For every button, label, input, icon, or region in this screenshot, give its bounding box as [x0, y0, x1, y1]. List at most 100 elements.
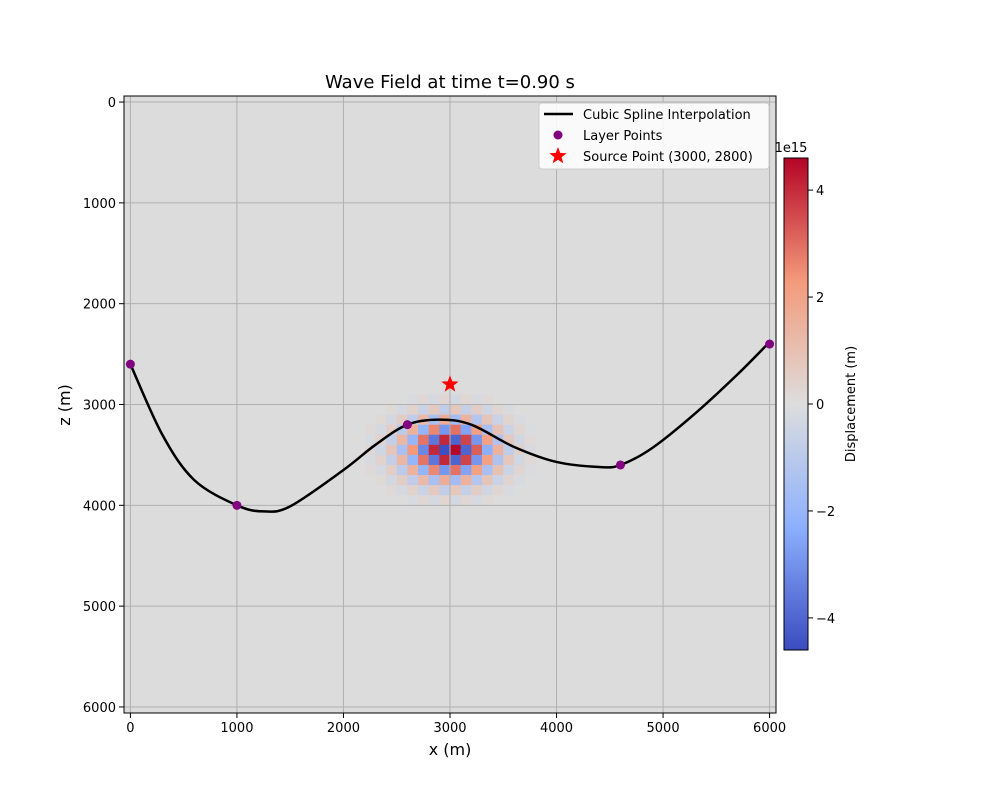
heatmap-cell — [450, 464, 461, 476]
heatmap-cell — [375, 414, 387, 425]
colorbar: 1e15 Displacement (m) −4 −2 0 2 4 — [775, 141, 859, 651]
heatmap-cell — [396, 434, 408, 446]
heatmap-cell — [407, 414, 419, 425]
heatmap-cell — [418, 444, 429, 456]
heatmap-cell — [418, 495, 429, 506]
heatmap-cell — [418, 464, 429, 476]
heatmap-cell — [481, 394, 493, 405]
heatmap-cell — [418, 454, 429, 466]
heatmap-cell — [481, 434, 493, 446]
heatmap-cell — [513, 414, 525, 425]
heatmap-cell — [418, 475, 429, 486]
heatmap-cell — [524, 464, 536, 476]
heatmap-cell — [439, 464, 451, 476]
heatmap-cell — [513, 454, 525, 466]
heatmap-cell — [503, 434, 515, 446]
legend-label: Layer Points — [583, 129, 663, 144]
heatmap-cell — [428, 454, 440, 466]
heatmap-cell — [439, 495, 451, 506]
heatmap-cell — [524, 444, 536, 456]
layer-point — [402, 420, 412, 430]
heatmap-cell — [439, 404, 451, 415]
colorbar-tick-label: −4 — [816, 612, 835, 627]
heatmap-cell — [460, 444, 472, 456]
heatmap-cell — [450, 444, 461, 456]
heatmap-cell — [386, 485, 398, 496]
heatmap-cell — [375, 444, 387, 456]
heatmap-cell — [375, 424, 387, 436]
heatmap-cell — [503, 404, 515, 415]
heatmap-cell — [407, 394, 419, 405]
grid-lines — [124, 96, 776, 713]
x-axis-ticks: 0 1000 2000 3000 4000 5000 6000 — [126, 713, 786, 736]
heatmap-cell — [364, 434, 376, 446]
y-tick-label: 4000 — [83, 499, 116, 514]
heatmap-cell — [460, 414, 472, 425]
heatmap-cell — [450, 434, 461, 446]
heatmap-cell — [492, 475, 504, 486]
heatmap-cell — [375, 464, 387, 476]
x-tick-label: 4000 — [540, 721, 573, 736]
y-axis-label: z (m) — [55, 384, 74, 426]
heatmap-cell — [481, 464, 493, 476]
colorbar-offset-text: 1e15 — [775, 141, 808, 156]
layer-point — [125, 359, 135, 369]
colorbar-tick-label: 0 — [816, 398, 824, 413]
x-axis-label: x (m) — [429, 740, 472, 759]
heatmap-cell — [418, 394, 429, 405]
y-tick-label: 0 — [108, 96, 116, 111]
heatmap-cell — [492, 444, 504, 456]
heatmap-cell — [396, 454, 408, 466]
heatmap-cell — [396, 444, 408, 456]
x-tick-label: 1000 — [220, 721, 253, 736]
heatmap-cell — [375, 475, 387, 486]
heatmap-cell — [450, 495, 461, 506]
heatmap-cell — [386, 454, 398, 466]
x-tick-label: 0 — [126, 721, 134, 736]
heatmap-cell — [407, 424, 419, 436]
y-tick-label: 5000 — [83, 600, 116, 615]
heatmap-cell — [492, 414, 504, 425]
heatmap-cell — [460, 454, 472, 466]
heatmap-cell — [439, 454, 451, 466]
heatmap-cell — [481, 475, 493, 486]
heatmap-cell — [492, 404, 504, 415]
x-tick-label: 2000 — [327, 721, 360, 736]
colorbar-tick-label: −2 — [816, 505, 835, 520]
heatmap-cell — [460, 464, 472, 476]
heatmap-cell — [503, 485, 515, 496]
heatmap-cell — [460, 485, 472, 496]
layer-point — [232, 500, 242, 510]
heatmap-cell — [439, 475, 451, 486]
heatmap-cell — [481, 414, 493, 425]
heatmap-cell — [418, 424, 429, 436]
heatmap-cell — [481, 444, 493, 456]
heatmap-cell — [481, 404, 493, 415]
heatmap-cell — [471, 434, 483, 446]
heatmap-cell — [460, 424, 472, 436]
heatmap-cell — [407, 495, 419, 506]
heatmap-cell — [428, 485, 440, 496]
heatmap-cell — [407, 434, 419, 446]
heatmap-cell — [471, 475, 483, 486]
colorbar-tick-label: 4 — [816, 184, 824, 199]
heatmap-cell — [450, 475, 461, 486]
legend-label: Source Point (3000, 2800) — [583, 150, 753, 165]
heatmap-cell — [428, 464, 440, 476]
layer-point — [765, 339, 775, 349]
heatmap-cell — [492, 485, 504, 496]
heatmap-cell — [481, 454, 493, 466]
heatmap-cell — [524, 434, 536, 446]
heatmap-cell — [460, 434, 472, 446]
heatmap-cell — [396, 404, 408, 415]
heatmap-cell — [439, 444, 451, 456]
heatmap-cell — [396, 485, 408, 496]
legend-point-swatch — [553, 130, 563, 140]
heatmap-cell — [492, 464, 504, 476]
heatmap-cell — [407, 485, 419, 496]
heatmap-cell — [386, 404, 398, 415]
heatmap-cell — [418, 434, 429, 446]
heatmap-cell — [450, 404, 461, 415]
heatmap-cell — [471, 485, 483, 496]
